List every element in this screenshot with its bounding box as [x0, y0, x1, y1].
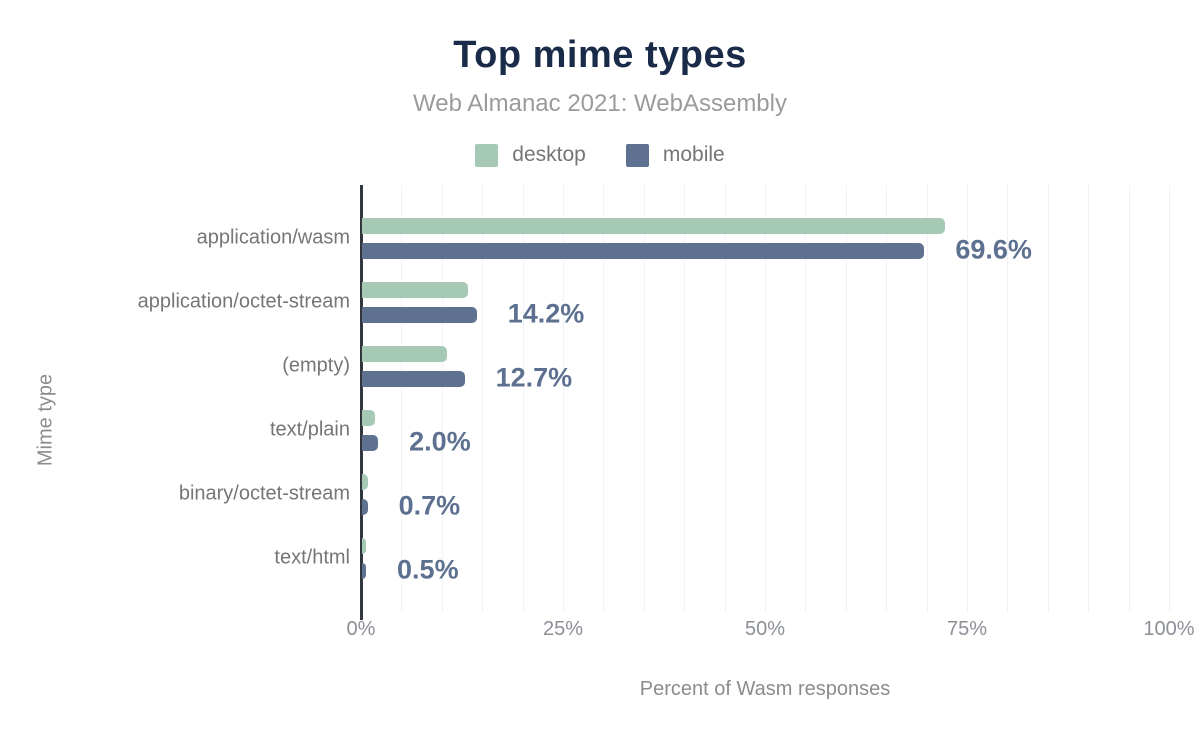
gridline [482, 185, 484, 612]
x-tick-label: 0% [346, 618, 376, 640]
x-tick-label: 100% [1143, 618, 1195, 640]
legend-label-mobile: mobile [662, 143, 725, 166]
mobile-bar [362, 242, 925, 259]
gridline [1128, 185, 1130, 612]
mobile-bar [362, 306, 477, 323]
category-label: text/html [274, 546, 350, 569]
desktop-bar [362, 409, 375, 426]
chart-subtitle: Web Almanac 2021: WebAssembly [413, 90, 787, 117]
gridline [886, 185, 888, 612]
x-tick-label: 50% [744, 618, 786, 640]
gridline [724, 185, 726, 612]
value-label: 69.6% [955, 234, 1032, 264]
mobile-bar [362, 434, 379, 451]
value-label: 14.2% [507, 298, 585, 328]
desktop-bar [362, 537, 367, 554]
chart-title: Top mime types [453, 34, 747, 76]
legend-item-mobile: mobile [625, 143, 725, 167]
value-label: 2.0% [409, 426, 471, 456]
gridline [1169, 185, 1170, 612]
desktop-bar [362, 345, 447, 362]
x-tick-label: 25% [542, 618, 584, 640]
y-axis-title: Mime type [34, 373, 57, 467]
gridline [522, 185, 524, 612]
legend-item-desktop: desktop [475, 143, 586, 167]
mobile-bar [362, 370, 465, 387]
gridline [1007, 185, 1009, 612]
mobile-bar [362, 498, 368, 515]
category-label: binary/octet-stream [178, 482, 350, 505]
mobile-swatch-icon [625, 143, 649, 167]
gridline [441, 185, 443, 612]
gridline [643, 185, 645, 612]
gridline [603, 185, 605, 612]
category-label: application/wasm [196, 226, 350, 249]
category-label: application/octet-stream [137, 290, 350, 313]
gridline [967, 185, 968, 612]
category-label: (empty) [282, 354, 350, 377]
x-axis-title: Percent of Wasm responses [639, 678, 891, 700]
value-label: 12.7% [495, 362, 573, 392]
gridline [1047, 185, 1049, 612]
category-label: text/plain [269, 418, 350, 441]
desktop-bar [362, 281, 468, 298]
gridline [1088, 185, 1090, 612]
mobile-bar [362, 562, 367, 579]
chart-legend: desktop mobile [0, 143, 1200, 167]
gridline [926, 185, 928, 612]
gridline [401, 185, 403, 612]
value-label: 0.7% [398, 490, 461, 520]
desktop-bar [362, 217, 945, 234]
y-axis-line [360, 185, 363, 620]
desktop-swatch-icon [475, 143, 499, 167]
value-label: 0.5% [397, 554, 459, 584]
legend-label-desktop: desktop [512, 143, 586, 166]
gridline [563, 185, 564, 612]
gridline [684, 185, 686, 612]
x-tick-label: 75% [946, 618, 988, 640]
gridline [805, 185, 807, 612]
gridline [765, 185, 766, 612]
desktop-bar [362, 473, 368, 490]
gridline [845, 185, 847, 612]
